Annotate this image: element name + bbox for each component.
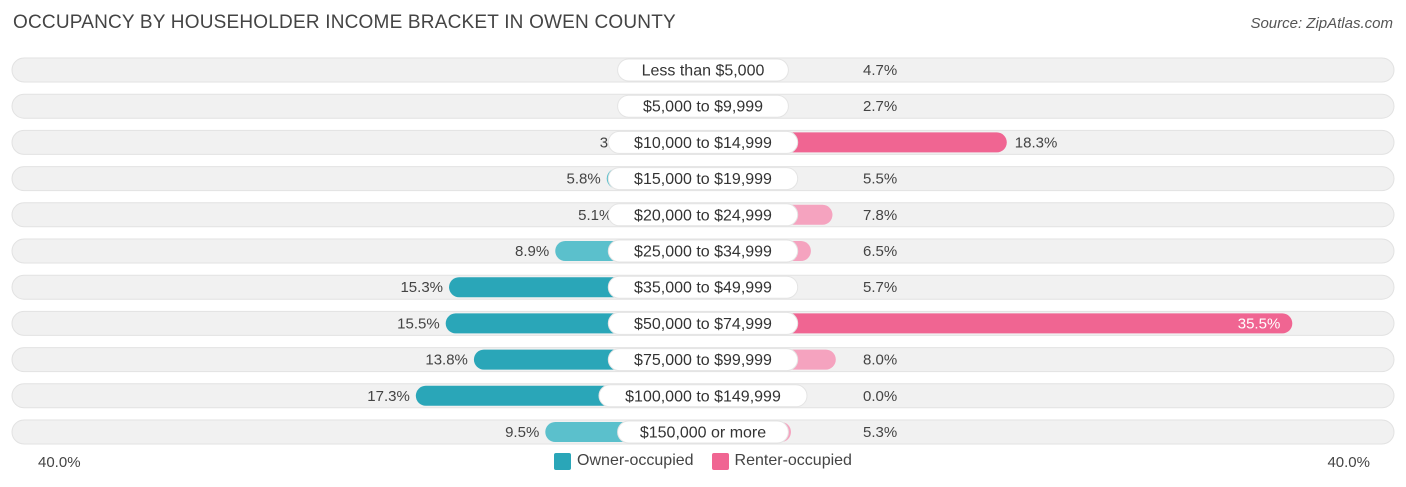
category-label: $15,000 to $19,999 — [634, 171, 772, 188]
category-label: $50,000 to $74,999 — [634, 316, 772, 333]
category-pill — [607, 348, 799, 372]
chart-source: Source: ZipAtlas.com — [1250, 15, 1393, 32]
category-pill — [607, 203, 799, 227]
owner-value-label: 15.3% — [400, 279, 443, 296]
category-pill — [617, 420, 789, 444]
legend-swatch-owner — [554, 452, 572, 470]
axis-left-label: 40.0% — [38, 454, 81, 471]
chart-title: OCCUPANCY BY HOUSEHOLDER INCOME BRACKET … — [13, 12, 676, 33]
renter-value-label: 6.5% — [863, 243, 897, 260]
category-pill — [607, 275, 799, 299]
renter-value-label: 7.8% — [863, 207, 897, 224]
legend-item-owner[interactable]: Owner-occupied — [554, 452, 694, 470]
owner-value-label: 15.5% — [397, 315, 440, 332]
category-label: $25,000 to $34,999 — [634, 244, 772, 261]
renter-value-label: 4.7% — [863, 62, 897, 79]
category-label: $35,000 to $49,999 — [634, 280, 772, 297]
renter-value-label: 8.0% — [863, 352, 897, 369]
renter-value-label: 2.7% — [863, 98, 897, 115]
owner-value-label: 13.8% — [425, 352, 468, 369]
legend-label-owner: Owner-occupied — [577, 452, 694, 469]
category-label: $10,000 to $14,999 — [634, 135, 772, 152]
category-pill — [607, 311, 799, 335]
legend-swatch-renter — [711, 452, 729, 470]
renter-value-label: 18.3% — [1015, 134, 1058, 151]
category-pill — [607, 239, 799, 263]
owner-value-label: 9.5% — [505, 424, 539, 441]
category-label: $150,000 or more — [640, 425, 766, 442]
legend: Owner-occupied Renter-occupied — [0, 452, 1406, 470]
renter-value-label: 5.7% — [863, 279, 897, 296]
category-pill — [607, 167, 799, 191]
owner-value-label: 5.1% — [578, 207, 612, 224]
category-label: $20,000 to $24,999 — [634, 207, 772, 224]
category-label: $5,000 to $9,999 — [643, 99, 763, 116]
owner-value-label: 17.3% — [367, 388, 410, 405]
legend-item-renter[interactable]: Renter-occupied — [711, 452, 852, 470]
category-label: Less than $5,000 — [642, 63, 765, 80]
category-pill — [607, 130, 799, 154]
category-pill — [598, 384, 808, 408]
renter-bar — [703, 313, 1293, 334]
renter-value-label: 0.0% — [863, 388, 897, 405]
legend-label-renter: Renter-occupied — [734, 452, 852, 469]
axis-right-label: 40.0% — [1327, 454, 1370, 471]
renter-value-label: 5.3% — [863, 424, 897, 441]
renter-value-label: 5.5% — [863, 171, 897, 188]
owner-value-label: 5.8% — [567, 171, 601, 188]
owner-value-label: 8.9% — [515, 243, 549, 260]
category-pill — [617, 58, 789, 82]
category-label: $75,000 to $99,999 — [634, 352, 772, 369]
category-pill — [617, 94, 789, 118]
renter-value-label: 35.5% — [1238, 315, 1281, 332]
category-label: $100,000 to $149,999 — [625, 388, 781, 405]
